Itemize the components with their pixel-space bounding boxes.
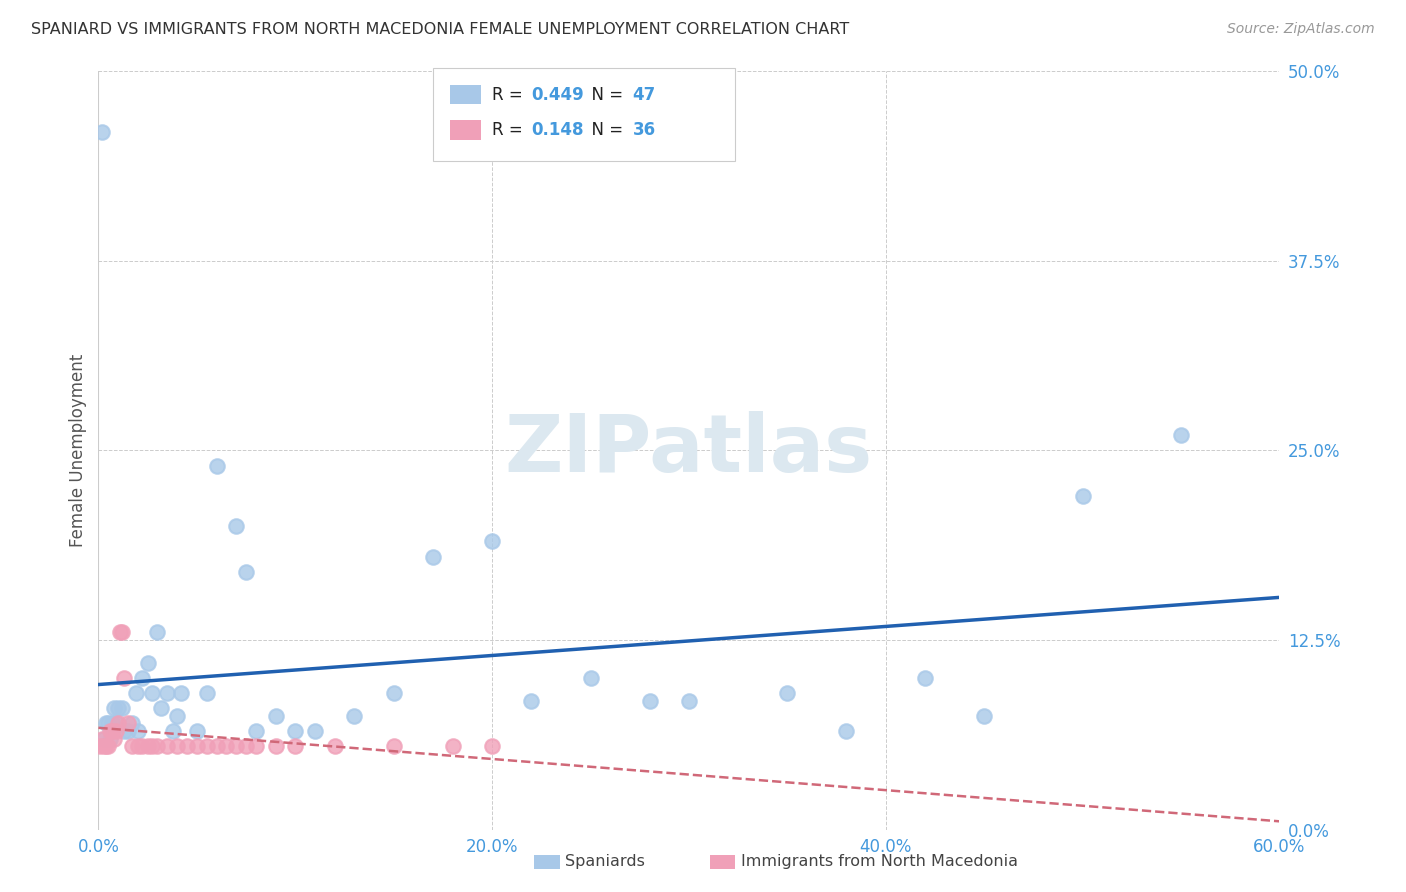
Point [284,724,307,739]
Point [111,625,134,640]
Point [107,716,129,731]
Point [343,708,366,723]
Text: Immigrants from North Macedonia: Immigrants from North Macedonia [741,855,1018,869]
Point [284,739,307,753]
Point [186,739,208,753]
Text: 0.449: 0.449 [531,86,585,103]
Point [166,708,188,723]
Point [162,724,184,739]
Text: SPANIARD VS IMMIGRANTS FROM NORTH MACEDONIA FEMALE UNEMPLOYMENT CORRELATION CHAR: SPANIARD VS IMMIGRANTS FROM NORTH MACEDO… [31,22,849,37]
Text: 47: 47 [633,86,657,103]
Point [111,701,134,715]
Point [245,739,267,753]
Point [156,686,179,700]
Point [205,739,228,753]
Point [93,739,115,753]
Point [481,739,503,753]
Point [141,739,163,753]
Point [146,739,169,753]
Point [112,724,135,739]
Point [225,519,247,533]
Point [481,534,503,549]
Point [101,716,124,731]
Point [96,739,118,753]
Point [638,694,661,708]
Point [93,731,115,746]
Point [96,716,118,731]
Point [141,686,163,700]
Point [422,549,444,564]
Text: R =: R = [492,86,529,103]
Point [97,716,120,731]
Point [170,686,193,700]
Point [176,739,198,753]
Point [205,458,228,473]
Point [579,671,602,685]
Point [973,708,995,723]
Text: Spaniards: Spaniards [565,855,645,869]
Point [103,731,125,746]
Point [166,739,188,753]
Point [264,708,287,723]
Point [136,739,159,753]
Point [235,739,257,753]
Point [107,701,129,715]
Point [105,724,128,739]
Point [914,671,936,685]
Point [117,716,139,731]
Point [117,724,139,739]
Point [1071,489,1094,503]
Point [112,671,135,685]
Point [835,724,858,739]
Point [520,694,543,708]
Point [156,739,179,753]
Point [382,686,405,700]
Point [225,739,247,753]
Point [89,739,111,753]
Point [678,694,700,708]
Point [195,739,218,753]
Point [264,739,287,753]
Point [776,686,799,700]
Point [186,724,208,739]
Point [121,716,143,731]
Point [108,625,131,640]
Text: N =: N = [581,121,628,139]
Point [97,739,120,753]
Text: R =: R = [492,121,533,139]
Point [127,724,149,739]
Point [215,739,238,753]
Point [98,724,121,739]
Point [131,739,153,753]
Text: N =: N = [581,86,628,103]
Point [105,716,128,731]
Point [195,686,218,700]
Point [441,739,464,753]
Point [304,724,326,739]
Point [125,686,148,700]
Point [91,125,114,139]
Text: 36: 36 [633,121,655,139]
Y-axis label: Female Unemployment: Female Unemployment [69,354,87,547]
Text: Source: ZipAtlas.com: Source: ZipAtlas.com [1227,22,1375,37]
Point [91,731,114,746]
Point [245,724,267,739]
Point [127,739,149,753]
Point [1170,428,1192,442]
Point [150,701,173,715]
Point [101,724,124,739]
Point [323,739,346,753]
Point [146,625,169,640]
Point [103,701,125,715]
Point [382,739,405,753]
Point [235,565,257,579]
Point [98,731,121,746]
Text: 0.148: 0.148 [531,121,583,139]
Point [131,671,153,685]
Point [136,656,159,670]
Text: ZIPatlas: ZIPatlas [505,411,873,490]
Point [121,739,143,753]
